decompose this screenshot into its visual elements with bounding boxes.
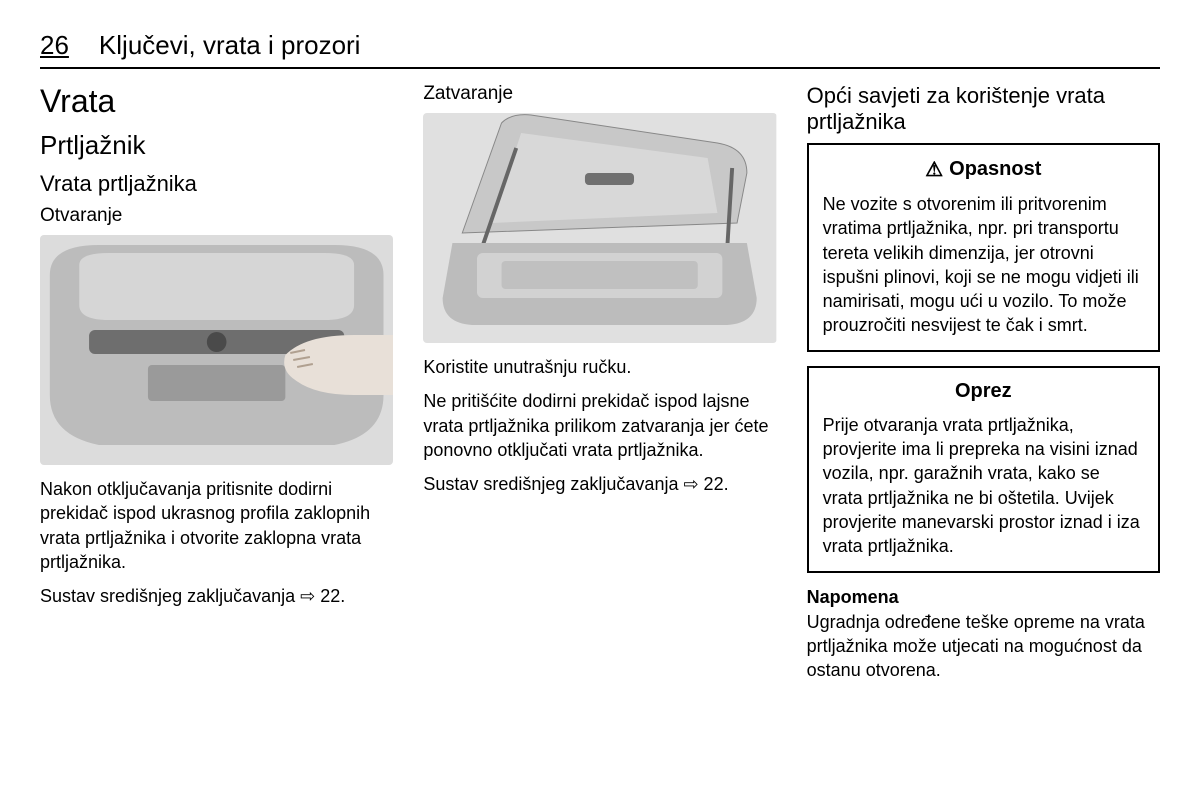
page-header: 26 Ključevi, vrata i prozori [40,30,1160,69]
callout-danger-title: ⚠ Opasnost [823,157,1144,182]
figure-tailgate-closing [423,113,776,343]
heading-vrata-prtljaznika: Vrata prtljažnika [40,171,393,197]
caution-title-text: Oprez [955,380,1012,403]
paragraph-use-handle: Koristite unutrašnju ručku. [423,355,776,379]
paragraph-central-locking-ref-2: Sustav središnjeg zaključavanja ⇨ 22. [423,472,776,496]
paragraph-opening-instructions: Nakon otključavanja pritisnite dodirni p… [40,477,393,574]
callout-caution: Oprez Prije otvaranja vrata prtljažnika,… [807,366,1160,573]
column-1: Vrata Prtljažnik Vrata prtljažnika Otvar… [40,83,393,682]
callout-caution-title: Oprez [823,380,1144,403]
figure-tailgate-opening [40,235,393,465]
crossref-icon: ⇨ 22. [300,586,345,606]
page-number: 26 [40,30,69,61]
note-block: Napomena Ugradnja određene teške opreme … [807,587,1160,683]
column-2: Zatvaranje Koristite unutrašnju ručku. N [423,83,776,682]
paragraph-central-locking-ref-1: Sustav središnjeg zaključavanja ⇨ 22. [40,584,393,608]
heading-otvaranje: Otvaranje [40,205,393,227]
paragraph-dont-press-switch: Ne pritišćite dodirni prekidač ispod laj… [423,389,776,462]
heading-zatvaranje: Zatvaranje [423,83,776,105]
text-central-locking-prefix-1: Sustav središnjeg zaključavanja [40,586,300,606]
chapter-title: Ključevi, vrata i prozori [99,30,361,61]
column-3: Opći savjeti za korištenje vrata prtljaž… [807,83,1160,682]
crossref-icon: ⇨ 22. [683,474,728,494]
note-text: Ugradnja određene teške opreme na vrata … [807,610,1160,683]
callout-danger: ⚠ Opasnost Ne vozite s otvorenim ili pri… [807,143,1160,352]
note-title: Napomena [807,587,1160,608]
text-central-locking-prefix-2: Sustav središnjeg zaključavanja [423,474,683,494]
callout-danger-text: Ne vozite s otvorenim ili pritvorenim vr… [823,192,1144,338]
warning-icon: ⚠ [925,157,943,182]
heading-vrata: Vrata [40,83,393,120]
danger-title-text: Opasnost [949,158,1041,181]
heading-general-advice: Opći savjeti za korištenje vrata prtljaž… [807,83,1160,135]
heading-prtljaznik: Prtljažnik [40,130,393,161]
callout-caution-text: Prije otvaranja vrata prtljažnika, provj… [823,413,1144,559]
content-columns: Vrata Prtljažnik Vrata prtljažnika Otvar… [40,83,1160,682]
